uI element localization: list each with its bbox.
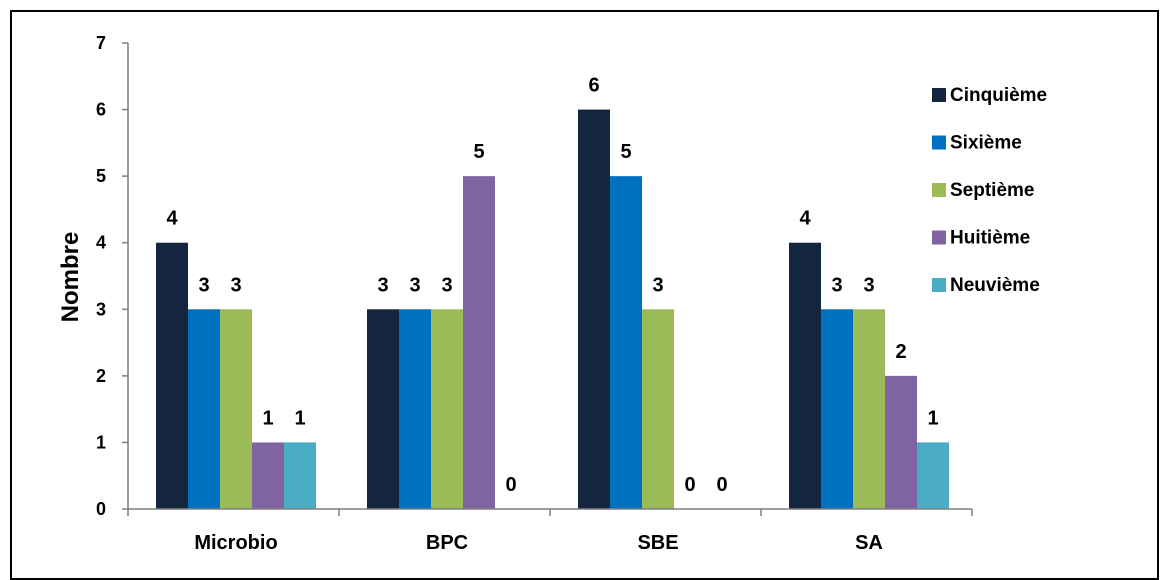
y-tick-label: 0 <box>96 499 106 519</box>
bar-bpc-1 <box>367 309 399 509</box>
data-label: 3 <box>831 274 842 296</box>
y-tick-label: 1 <box>96 432 106 452</box>
x-category-label: SA <box>855 532 883 554</box>
data-label: 0 <box>716 474 727 496</box>
data-label: 3 <box>198 274 209 296</box>
data-label: 1 <box>294 407 305 429</box>
bar-microbio-5 <box>284 442 316 509</box>
axes-layer: 0 1 2 3 4 5 6 7 Microbio BPC SBE SA <box>96 33 973 554</box>
data-label: 5 <box>620 141 631 163</box>
bar-sbe-3 <box>642 309 674 509</box>
bar-microbio-1 <box>156 242 188 509</box>
y-tick-label: 4 <box>96 233 106 253</box>
bar-bpc-3 <box>431 309 463 509</box>
data-label: 3 <box>863 274 874 296</box>
y-tick-label: 3 <box>96 299 106 319</box>
data-label: 6 <box>588 75 599 97</box>
bar-sa-2 <box>821 309 853 509</box>
legend-swatch <box>932 135 946 150</box>
legend-swatch <box>932 88 946 102</box>
x-category-label: SBE <box>637 532 678 554</box>
data-label: 1 <box>262 407 273 429</box>
data-label: 1 <box>927 407 938 429</box>
y-axis-label: Nombre <box>57 232 84 323</box>
y-tick-label: 6 <box>96 100 106 120</box>
y-tick-label: 5 <box>96 166 106 186</box>
legend-swatch <box>932 183 946 197</box>
bar-bpc-4 <box>463 176 495 509</box>
legend: Cinquième Sixième Septième Huitième Neuvième <box>932 85 1047 296</box>
data-label: 4 <box>166 208 178 230</box>
legend-swatch <box>932 230 946 245</box>
y-tick-label: 2 <box>96 366 106 386</box>
data-label: 4 <box>799 208 811 230</box>
x-category-label: Microbio <box>194 532 277 554</box>
bar-bpc-2 <box>399 309 431 509</box>
y-tick-label: 7 <box>96 33 106 53</box>
bar-microbio-3 <box>220 309 252 509</box>
legend-label: Cinquième <box>950 85 1047 106</box>
x-category-label: BPC <box>426 532 468 554</box>
bar-microbio-4 <box>252 442 284 509</box>
legend-label: Neuvième <box>950 275 1040 296</box>
data-label: 5 <box>473 141 484 163</box>
data-label: 3 <box>441 274 452 296</box>
legend-swatch <box>932 278 946 292</box>
data-label: 2 <box>895 341 906 363</box>
data-label: 0 <box>684 474 695 496</box>
data-label: 3 <box>652 274 663 296</box>
data-label: 3 <box>377 274 388 296</box>
bar-sa-1 <box>789 242 821 509</box>
data-label: 3 <box>409 274 420 296</box>
bar-sa-3 <box>853 309 885 509</box>
legend-label: Huitième <box>950 228 1030 249</box>
bar-sbe-1 <box>578 109 610 510</box>
legend-label: Sixième <box>950 133 1022 154</box>
bar-sa-4 <box>885 375 917 509</box>
data-label: 3 <box>230 274 241 296</box>
legend-label: Septième <box>950 180 1034 201</box>
data-label: 0 <box>505 474 516 496</box>
bar-sa-5 <box>917 442 949 509</box>
bar-microbio-2 <box>188 309 220 509</box>
bar-sbe-2 <box>610 176 642 509</box>
